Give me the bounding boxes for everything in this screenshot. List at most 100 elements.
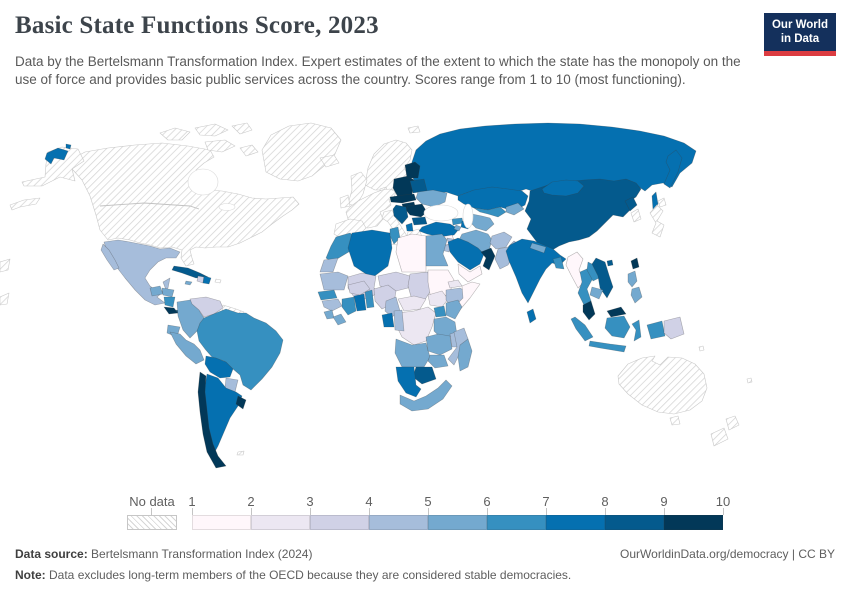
legend-bin-3-4[interactable] xyxy=(310,515,369,530)
country-algeria[interactable] xyxy=(347,229,393,279)
country-saudi-arabia[interactable] xyxy=(447,237,485,271)
country-baltics[interactable] xyxy=(404,161,421,179)
country-chukotka[interactable] xyxy=(44,147,69,165)
country-western-sahara[interactable] xyxy=(319,257,339,273)
country-turkmenistan[interactable] xyxy=(469,213,495,232)
country-myanmar[interactable] xyxy=(565,251,585,289)
country-romania[interactable] xyxy=(405,203,428,218)
country-turkey[interactable] xyxy=(418,221,460,238)
legend-bin-5-6[interactable] xyxy=(428,515,487,530)
country-mozambique[interactable] xyxy=(447,327,469,366)
country-guinea[interactable] xyxy=(321,298,343,312)
country-arctic-island-4[interactable] xyxy=(204,139,236,153)
country-iceland[interactable] xyxy=(319,154,340,168)
country-hokkaido[interactable] xyxy=(657,197,667,208)
country-sumatra[interactable] xyxy=(570,316,594,342)
country-chukotka-dot[interactable] xyxy=(65,143,72,150)
country-ukraine[interactable] xyxy=(415,189,448,208)
country-jamaica[interactable] xyxy=(184,280,193,286)
country-dr-congo[interactable] xyxy=(395,306,437,346)
country-canada-united-states[interactable] xyxy=(66,142,300,267)
country-ghana[interactable] xyxy=(353,293,367,312)
country-philippines-south[interactable] xyxy=(630,286,643,304)
country-honduras[interactable] xyxy=(161,287,175,298)
country-brazil[interactable] xyxy=(196,308,284,391)
country-alaska[interactable] xyxy=(21,146,85,187)
country-costa-rica[interactable] xyxy=(163,306,179,315)
country-kalimantan[interactable] xyxy=(604,315,631,339)
country-papua-new-guinea[interactable] xyxy=(663,316,685,340)
country-puerto-rico[interactable] xyxy=(214,278,222,284)
country-nicaragua[interactable] xyxy=(163,296,176,308)
country-arctic-island-5[interactable] xyxy=(239,144,259,157)
country-namibia[interactable] xyxy=(395,366,422,398)
country-dominican-republic[interactable] xyxy=(202,275,212,285)
country-yemen[interactable] xyxy=(457,263,483,283)
country-poland[interactable] xyxy=(392,175,415,198)
country-afghanistan[interactable] xyxy=(489,231,513,250)
country-malaysia-borneo[interactable] xyxy=(606,306,627,318)
legend-no-data-swatch[interactable] xyxy=(127,515,177,530)
legend-bin-4-5[interactable] xyxy=(369,515,428,530)
country-zimbabwe[interactable] xyxy=(427,354,449,369)
country-tunisia[interactable] xyxy=(389,226,401,245)
country-madagascar[interactable] xyxy=(457,338,473,372)
country-albania[interactable] xyxy=(405,222,414,232)
country-south-sudan[interactable] xyxy=(427,290,449,308)
legend-bin-6-7[interactable] xyxy=(487,515,546,530)
country-new-zealand-north[interactable] xyxy=(725,415,740,431)
legend-bin-9-10[interactable] xyxy=(664,515,723,530)
country-hainan[interactable] xyxy=(606,259,614,267)
country-ireland[interactable] xyxy=(339,194,351,209)
country-sri-lanka[interactable] xyxy=(526,308,537,324)
country-central-african-republic[interactable] xyxy=(397,295,427,312)
legend-bin-1-2[interactable] xyxy=(192,515,251,530)
country-chile[interactable] xyxy=(197,371,227,469)
country-greenland[interactable] xyxy=(261,122,342,182)
country-czech-slovakia[interactable] xyxy=(389,193,417,204)
country-west-papua[interactable] xyxy=(646,320,666,340)
country-south-africa[interactable] xyxy=(399,379,453,412)
legend-bin-8-9[interactable] xyxy=(605,515,664,530)
country-china[interactable] xyxy=(524,178,642,258)
country-java[interactable] xyxy=(588,340,627,353)
country-sierra-leone[interactable] xyxy=(323,309,335,320)
country-india[interactable] xyxy=(505,238,567,304)
legend-bin-7-8[interactable] xyxy=(546,515,605,530)
country-japan[interactable] xyxy=(649,204,665,238)
country-armenia[interactable] xyxy=(453,224,462,232)
country-gabon[interactable] xyxy=(381,312,395,328)
country-libya[interactable] xyxy=(395,233,427,273)
country-kyrgyz-tajik[interactable] xyxy=(505,202,525,216)
country-vietnam[interactable] xyxy=(591,257,614,299)
country-philippines-north[interactable] xyxy=(627,270,638,288)
country-nepal[interactable] xyxy=(529,242,547,254)
country-sulawesi[interactable] xyxy=(631,319,642,342)
country-bolivia[interactable] xyxy=(204,355,234,379)
country-cote-divoire[interactable] xyxy=(341,296,357,316)
country-burkina-faso[interactable] xyxy=(347,280,371,296)
country-uzbekistan[interactable] xyxy=(473,206,507,218)
country-north-korea[interactable] xyxy=(624,196,638,212)
country-guatemala[interactable] xyxy=(149,285,164,297)
country-south-korea[interactable] xyxy=(630,208,642,223)
country-liberia[interactable] xyxy=(332,313,347,326)
country-senegal[interactable] xyxy=(317,289,338,301)
country-australia[interactable] xyxy=(617,355,708,415)
country-cuba[interactable] xyxy=(171,265,209,279)
country-egypt[interactable] xyxy=(425,233,449,267)
country-kamchatka[interactable] xyxy=(663,149,683,189)
country-oman-uae[interactable] xyxy=(480,247,496,271)
country-cambodia[interactable] xyxy=(589,286,604,300)
country-tasmania[interactable] xyxy=(669,415,681,426)
country-botswana[interactable] xyxy=(412,366,437,385)
country-zambia[interactable] xyxy=(425,333,453,356)
country-bangladesh[interactable] xyxy=(552,256,565,270)
country-new-zealand-south[interactable] xyxy=(710,427,729,447)
country-uganda[interactable] xyxy=(433,305,447,318)
country-arctic-island-2[interactable] xyxy=(194,123,229,137)
country-peru[interactable] xyxy=(169,331,205,365)
country-congo[interactable] xyxy=(393,309,405,332)
country-bulgaria[interactable] xyxy=(411,216,428,226)
legend-bin-2-3[interactable] xyxy=(251,515,310,530)
